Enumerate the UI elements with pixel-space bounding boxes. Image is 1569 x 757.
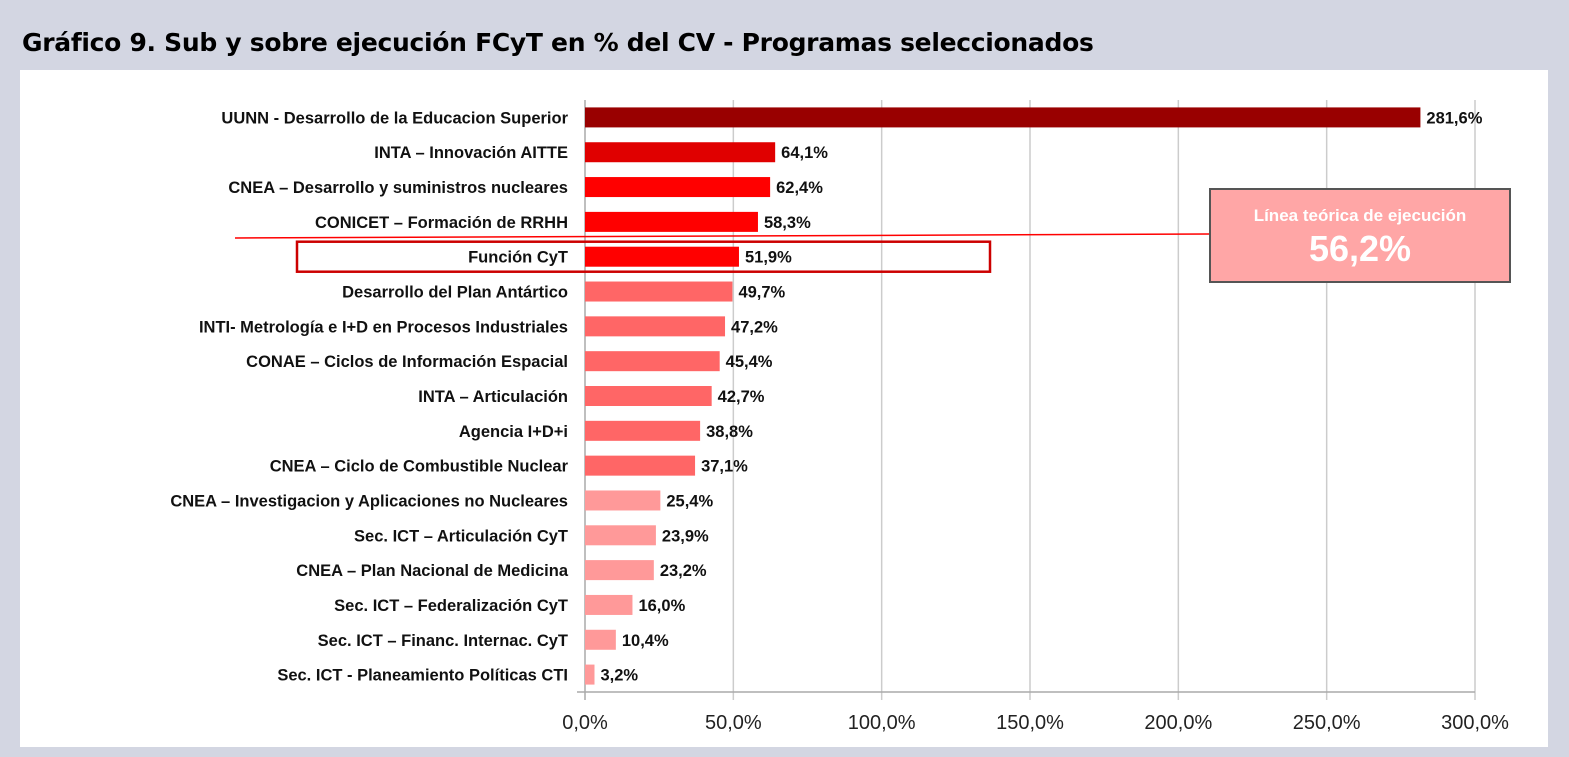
bar — [585, 490, 661, 511]
data-label: 58,3% — [764, 214, 811, 232]
data-label: 23,2% — [660, 562, 707, 580]
x-tick-label: 300,0% — [1441, 712, 1509, 734]
figure-title: Gráfico 9. Sub y sobre ejecución FCyT en… — [22, 28, 1094, 57]
category-label: INTA – Innovación AITTE — [374, 144, 568, 162]
x-tick-label: 50,0% — [705, 712, 762, 734]
data-label: 62,4% — [776, 179, 823, 197]
reference-line-callout: Línea teórica de ejecución 56,2% — [1209, 188, 1511, 283]
bar — [585, 629, 616, 650]
category-label: CNEA – Ciclo de Combustible Nuclear — [270, 458, 569, 476]
reference-line-value: 56,2% — [1308, 228, 1412, 269]
bar — [585, 664, 595, 685]
x-tick-label: 0,0% — [562, 712, 608, 734]
category-label: UUNN - Desarrollo de la Educacion Superi… — [221, 109, 568, 127]
data-label: 45,4% — [726, 353, 773, 371]
data-label: 10,4% — [622, 632, 669, 650]
category-label: CONAE – Ciclos de Información Espacial — [246, 353, 568, 371]
highlight-box — [295, 240, 992, 273]
category-label: CNEA – Desarrollo y suministros nucleare… — [228, 179, 568, 197]
category-label: INTA – Articulación — [418, 388, 568, 406]
x-tick-label: 250,0% — [1293, 712, 1361, 734]
data-label: 25,4% — [666, 492, 713, 510]
bar — [585, 107, 1421, 128]
category-label: Desarrollo del Plan Antártico — [342, 284, 568, 302]
bar — [585, 211, 758, 232]
bar — [585, 455, 696, 476]
bar — [585, 594, 633, 615]
data-label: 42,7% — [718, 388, 765, 406]
x-tick-label: 200,0% — [1144, 712, 1212, 734]
bar — [585, 177, 771, 198]
bar — [585, 351, 720, 372]
data-label: 51,9% — [745, 249, 792, 267]
bar — [585, 316, 726, 337]
category-label: Sec. ICT - Planeamiento Políticas CTI — [277, 667, 568, 685]
bar — [585, 281, 733, 302]
x-tick-label: 100,0% — [848, 712, 916, 734]
reference-line-label: Línea teórica de ejecución — [1253, 206, 1467, 225]
bar — [585, 560, 654, 581]
category-label: Sec. ICT – Articulación CyT — [354, 527, 568, 545]
category-label: Sec. ICT – Federalización CyT — [334, 597, 568, 615]
category-label: Función CyT — [468, 249, 568, 267]
chart-panel — [20, 70, 1548, 747]
bar — [585, 420, 701, 441]
bar — [585, 246, 739, 267]
data-label: 23,9% — [662, 527, 709, 545]
category-label: INTI- Metrología e I+D en Procesos Indus… — [199, 318, 568, 336]
data-label: 47,2% — [731, 318, 778, 336]
bar — [585, 142, 776, 163]
data-label: 38,8% — [706, 423, 753, 441]
category-label: CONICET – Formación de RRHH — [315, 214, 568, 232]
category-label: Sec. ICT – Financ. Internac. CyT — [318, 632, 568, 650]
reference-line — [234, 233, 1211, 239]
data-label: 3,2% — [600, 667, 638, 685]
bar — [585, 386, 712, 406]
data-label: 37,1% — [701, 458, 748, 476]
data-label: 64,1% — [781, 144, 828, 162]
bar — [585, 525, 656, 546]
category-label: CNEA – Investigacion y Aplicaciones no N… — [170, 492, 568, 510]
data-label: 49,7% — [738, 284, 785, 302]
x-tick-label: 150,0% — [996, 712, 1064, 734]
category-label: Agencia I+D+i — [459, 423, 568, 441]
category-label: CNEA – Plan Nacional de Medicina — [296, 562, 569, 580]
data-label: 281,6% — [1426, 109, 1482, 127]
data-label: 16,0% — [638, 597, 685, 615]
